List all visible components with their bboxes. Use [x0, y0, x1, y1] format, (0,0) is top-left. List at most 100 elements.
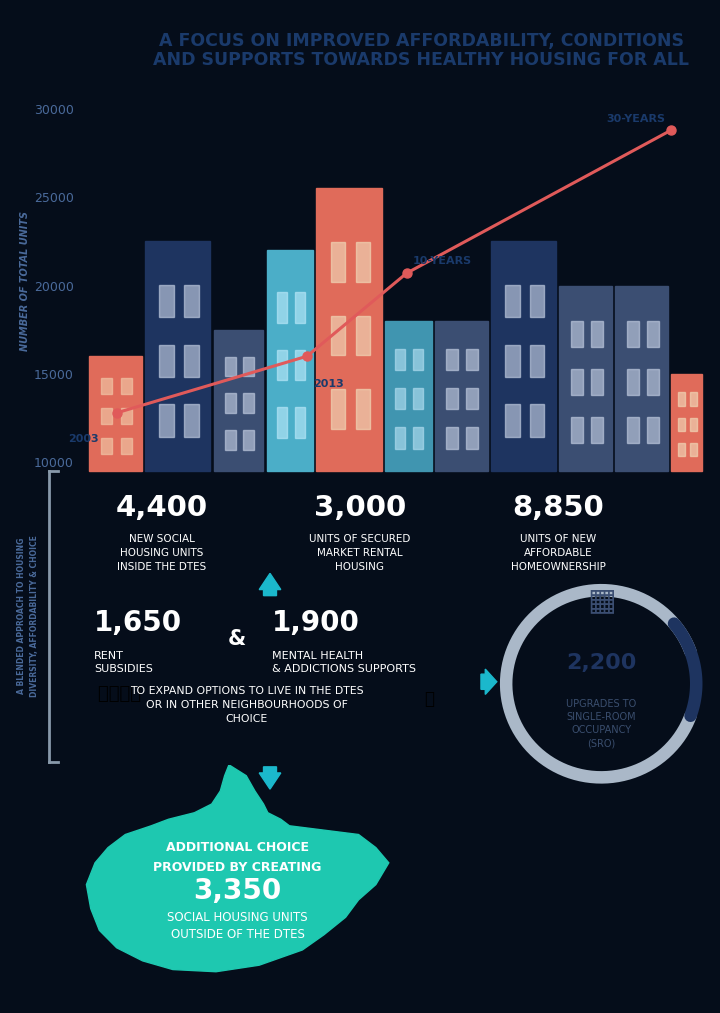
Bar: [505, 285, 520, 317]
Bar: [276, 292, 287, 323]
Text: 10-YEARS: 10-YEARS: [413, 256, 472, 265]
Bar: [243, 357, 254, 377]
Polygon shape: [86, 765, 389, 971]
Text: 8,850: 8,850: [512, 494, 604, 522]
Bar: [413, 388, 423, 409]
Bar: [243, 393, 254, 413]
Bar: [145, 241, 210, 471]
Bar: [446, 427, 458, 449]
Text: ▦: ▦: [587, 586, 616, 615]
Bar: [214, 329, 264, 471]
Bar: [184, 344, 199, 377]
Bar: [294, 407, 305, 438]
FancyArrow shape: [259, 767, 281, 789]
Bar: [276, 407, 287, 438]
Bar: [413, 349, 423, 371]
Text: TO EXPAND OPTIONS TO LIVE IN THE DTES
OR IN OTHER NEIGHBOURHOODS OF
CHOICE: TO EXPAND OPTIONS TO LIVE IN THE DTES OR…: [130, 686, 364, 724]
Bar: [647, 417, 659, 444]
Text: PROVIDED BY CREATING: PROVIDED BY CREATING: [153, 861, 322, 873]
Bar: [294, 292, 305, 323]
Bar: [385, 321, 431, 471]
Bar: [395, 349, 405, 371]
Bar: [530, 404, 544, 437]
Bar: [395, 427, 405, 449]
Bar: [184, 404, 199, 437]
Bar: [89, 357, 142, 471]
Bar: [330, 389, 345, 428]
Text: A FOCUS ON IMPROVED AFFORDABILITY, CONDITIONS: A FOCUS ON IMPROVED AFFORDABILITY, CONDI…: [158, 32, 684, 51]
Bar: [690, 417, 697, 432]
Bar: [101, 378, 112, 394]
Text: NEW SOCIAL
HOUSING UNITS
INSIDE THE DTES: NEW SOCIAL HOUSING UNITS INSIDE THE DTES: [117, 535, 207, 572]
Bar: [559, 286, 612, 471]
Bar: [121, 438, 132, 454]
Text: MENTAL HEALTH
& ADDICTIONS SUPPORTS: MENTAL HEALTH & ADDICTIONS SUPPORTS: [271, 651, 416, 675]
Text: RENT
SUBSIDIES: RENT SUBSIDIES: [94, 651, 153, 675]
Bar: [225, 431, 235, 450]
Bar: [316, 188, 382, 471]
Bar: [184, 285, 199, 317]
Bar: [690, 443, 697, 457]
Bar: [505, 344, 520, 377]
Bar: [627, 321, 639, 346]
Text: UPGRADES TO
SINGLE-ROOM
OCCUPANCY
(SRO): UPGRADES TO SINGLE-ROOM OCCUPANCY (SRO): [566, 699, 636, 749]
Bar: [356, 316, 370, 356]
Text: 2013: 2013: [313, 380, 344, 389]
Text: ADDITIONAL CHOICE: ADDITIONAL CHOICE: [166, 841, 309, 854]
Bar: [591, 321, 603, 346]
Text: DIVERSITY, AFFORDABILITY & CHOICE: DIVERSITY, AFFORDABILITY & CHOICE: [30, 535, 39, 697]
Bar: [530, 285, 544, 317]
Bar: [225, 357, 235, 377]
Text: UNITS OF SECURED
MARKET RENTAL
HOUSING: UNITS OF SECURED MARKET RENTAL HOUSING: [310, 535, 410, 572]
Bar: [276, 349, 287, 381]
Bar: [243, 431, 254, 450]
Bar: [446, 349, 458, 371]
FancyArrow shape: [481, 669, 497, 695]
Bar: [530, 344, 544, 377]
Bar: [330, 242, 345, 282]
Text: 3,350: 3,350: [194, 877, 282, 906]
Bar: [467, 388, 478, 409]
Bar: [690, 392, 697, 406]
Text: 1,650: 1,650: [94, 610, 182, 637]
Bar: [467, 349, 478, 371]
Bar: [446, 388, 458, 409]
Bar: [678, 443, 685, 457]
Bar: [395, 388, 405, 409]
Bar: [505, 404, 520, 437]
Bar: [159, 285, 174, 317]
Bar: [647, 369, 659, 395]
Text: SOCIAL HOUSING UNITS: SOCIAL HOUSING UNITS: [167, 911, 308, 924]
Text: 1,900: 1,900: [271, 610, 360, 637]
Bar: [467, 427, 478, 449]
Bar: [678, 417, 685, 432]
Bar: [356, 242, 370, 282]
Bar: [266, 250, 313, 471]
Text: 👨‍👩‍👧‍👦: 👨‍👩‍👧‍👦: [98, 685, 141, 703]
FancyArrow shape: [259, 573, 281, 596]
Bar: [571, 321, 582, 346]
Y-axis label: NUMBER OF TOTAL UNITS: NUMBER OF TOTAL UNITS: [19, 211, 30, 352]
Text: A BLENDED APPROACH TO HOUSING: A BLENDED APPROACH TO HOUSING: [17, 538, 26, 694]
Text: &: &: [228, 629, 246, 649]
Bar: [159, 344, 174, 377]
Bar: [571, 369, 582, 395]
Bar: [294, 349, 305, 381]
Text: AND SUPPORTS TOWARDS HEALTHY HOUSING FOR ALL: AND SUPPORTS TOWARDS HEALTHY HOUSING FOR…: [153, 51, 689, 69]
Bar: [330, 316, 345, 356]
Bar: [225, 393, 235, 413]
Bar: [591, 369, 603, 395]
Bar: [671, 374, 703, 471]
Bar: [435, 321, 487, 471]
Text: OUTSIDE OF THE DTES: OUTSIDE OF THE DTES: [171, 928, 305, 941]
Bar: [159, 404, 174, 437]
Text: UNITS OF NEW
AFFORDABLE
HOMEOWNERSHIP: UNITS OF NEW AFFORDABLE HOMEOWNERSHIP: [510, 535, 606, 572]
Text: 🚶: 🚶: [424, 690, 434, 708]
Text: 3,000: 3,000: [314, 494, 406, 522]
Text: 2003: 2003: [68, 435, 99, 445]
Bar: [678, 392, 685, 406]
Bar: [101, 408, 112, 424]
Text: 2,200: 2,200: [566, 652, 636, 673]
Bar: [121, 408, 132, 424]
Bar: [627, 417, 639, 444]
